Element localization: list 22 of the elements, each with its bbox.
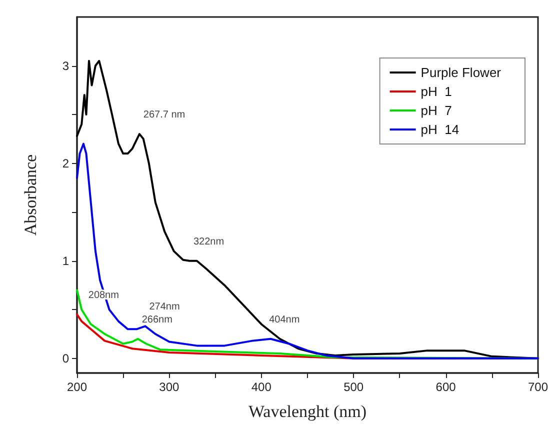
x-tick-label: 200 <box>66 380 88 394</box>
line-series <box>76 142 539 360</box>
y-tick-label: 1 <box>62 254 70 268</box>
annotation: 404nm <box>269 314 300 326</box>
x-axis-title: Wavelenght (nm) <box>248 402 367 421</box>
y-tick-label: 3 <box>62 58 70 73</box>
x-tick-label: 700 <box>528 380 548 394</box>
annotation: 274nm <box>149 302 180 313</box>
annotation: 322nm <box>193 236 224 248</box>
x-tick-label: 300 <box>159 380 180 394</box>
x-tick-label: 600 <box>436 380 456 394</box>
legend-label: pH 1 <box>420 84 452 99</box>
y-tick-label: 2 <box>62 156 70 170</box>
y-tick-label: 0 <box>62 351 70 366</box>
x-tick-label: 500 <box>344 380 364 394</box>
legend-label: Purple Flower <box>420 65 502 80</box>
y-axis-title: Absorbance <box>21 154 40 236</box>
legend-label: pH 7 <box>420 103 452 118</box>
legend-label: pH 14 <box>420 122 460 137</box>
x-tick-label: 400 <box>251 380 272 394</box>
annotation: 266nm <box>142 314 172 326</box>
annotation: 267.7 nm <box>143 110 186 121</box>
